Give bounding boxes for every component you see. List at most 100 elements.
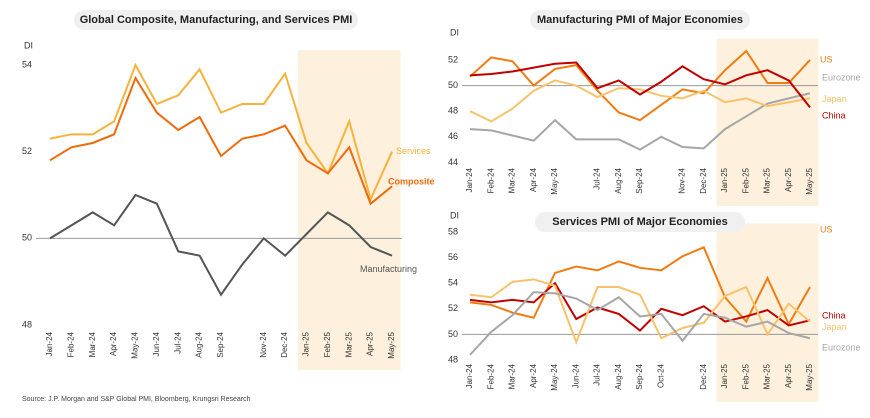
x-tick-label: Feb-24	[486, 167, 495, 193]
x-tick-label: Mar-25	[763, 363, 772, 389]
x-tick-label: Sep-24	[635, 167, 644, 193]
y-tick-label: 56	[448, 252, 458, 262]
y-tick-label: 52	[448, 303, 458, 313]
y-tick-label: 50	[22, 233, 32, 243]
series-line	[469, 49, 811, 122]
title-pill	[535, 212, 745, 232]
chart-title: Services PMI of Major Economies	[552, 216, 727, 228]
series-label: US	[820, 224, 833, 234]
x-tick-label: Feb-24	[486, 363, 495, 389]
y-tick-label: 54	[448, 278, 458, 288]
x-tick-label: Jan-24	[45, 331, 54, 356]
y-tick-label: 48	[448, 106, 458, 116]
x-tick-label: Apr-24	[529, 167, 538, 192]
x-tick-label: Sep-24	[216, 331, 225, 357]
y-axis-label: DI	[450, 27, 459, 37]
y-tick-label: 58	[448, 226, 458, 236]
x-tick-label: Mar-24	[88, 331, 97, 357]
series-label: Eurozone	[822, 343, 861, 353]
x-tick-label: Apr-25	[366, 331, 375, 356]
x-tick-label: May-25	[805, 167, 814, 194]
series-label: US	[820, 54, 833, 64]
x-tick-label: Jan-24	[465, 363, 474, 388]
x-tick-label: Dec-24	[699, 167, 708, 193]
series-label: Japan	[822, 322, 847, 332]
x-tick-label: Jul-24	[173, 331, 182, 353]
x-tick-label: Jul-24	[593, 363, 602, 385]
y-tick-label: 48	[22, 319, 32, 329]
x-tick-label: Jan-25	[720, 363, 729, 388]
y-tick-label: 52	[22, 146, 32, 156]
series-label: Japan	[822, 94, 847, 104]
source-note: Source: J.P. Morgan and S&P Global PMI, …	[22, 396, 251, 403]
highlight-band	[716, 38, 819, 206]
series-label: China	[822, 111, 846, 121]
y-tick-label: 50	[448, 80, 458, 90]
y-tick-label: 44	[448, 157, 458, 167]
series-line	[469, 278, 811, 345]
title-pill	[530, 10, 750, 30]
chart: Services PMI of Major Economies DI 48 50 52 5…	[448, 210, 861, 402]
y-axis-label: DI	[24, 40, 33, 50]
series-line	[469, 291, 811, 356]
x-tick-label: Nov-24	[259, 331, 268, 357]
x-tick-label: Mar-25	[763, 167, 772, 193]
x-tick-label: Feb-24	[66, 331, 75, 357]
series-line	[49, 75, 393, 206]
x-tick-label: Jul-24	[593, 167, 602, 189]
x-tick-label: Apr-24	[529, 363, 538, 388]
chart-title: Manufacturing PMI of Major Economies	[537, 14, 743, 26]
x-tick-label: Sep-24	[635, 363, 644, 389]
x-tick-label: Aug-24	[195, 331, 204, 357]
x-tick-label: Feb-25	[741, 363, 750, 389]
x-tick-label: Feb-25	[741, 167, 750, 193]
series-label: Composite	[388, 177, 435, 187]
y-tick-label: 50	[448, 329, 458, 339]
highlight-band	[297, 50, 401, 371]
x-tick-label: Mar-25	[344, 331, 353, 357]
y-tick-label: 46	[448, 131, 458, 141]
x-tick-label: Aug-24	[614, 167, 623, 193]
x-tick-label: May-24	[131, 331, 140, 358]
x-tick-label: Nov-24	[678, 167, 687, 193]
chart-title: Global Composite, Manufacturing, and Ser…	[80, 14, 353, 26]
x-tick-label: Apr-25	[784, 363, 793, 388]
chart: Manufacturing PMI of Major Economies DI 44…	[448, 10, 861, 206]
series-line	[49, 62, 393, 203]
series-line	[469, 246, 811, 327]
x-tick-label: May-25	[387, 331, 396, 358]
x-tick-label: Jun-24	[571, 363, 580, 388]
x-tick-label: Jan-24	[465, 167, 474, 192]
title-pill	[74, 10, 358, 30]
highlight-band	[716, 223, 819, 402]
series-label: Eurozone	[822, 73, 861, 83]
x-tick-label: May-24	[550, 167, 559, 194]
series-label: China	[822, 311, 846, 321]
x-tick-label: Feb-25	[323, 331, 332, 357]
chart: Global Composite, Manufacturing, and Ser…	[22, 10, 435, 371]
x-tick-label: Jan-25	[302, 331, 311, 356]
series-line	[469, 281, 811, 332]
x-tick-label: Mar-24	[508, 167, 517, 193]
x-tick-label: Jun-24	[152, 331, 161, 356]
series-line	[49, 193, 393, 297]
y-tick-label: 52	[448, 54, 458, 64]
y-tick-label: 48	[448, 354, 458, 364]
x-tick-label: Dec-24	[699, 363, 708, 389]
x-tick-label: Mar-24	[508, 363, 517, 389]
x-tick-label: Apr-24	[109, 331, 118, 356]
x-tick-label: Apr-25	[784, 167, 793, 192]
series-line	[469, 92, 811, 151]
x-tick-label: Dec-24	[280, 331, 289, 357]
y-tick-label: 54	[22, 59, 32, 69]
series-label: Services	[396, 146, 431, 156]
x-tick-label: May-24	[550, 363, 559, 390]
x-tick-label: May-25	[805, 363, 814, 390]
series-line	[469, 79, 811, 123]
series-line	[469, 61, 811, 108]
y-axis-label: DI	[450, 210, 459, 220]
series-label: Manufacturing	[360, 264, 417, 274]
x-tick-label: Aug-24	[614, 363, 623, 389]
x-tick-label: Oct-24	[656, 363, 665, 388]
